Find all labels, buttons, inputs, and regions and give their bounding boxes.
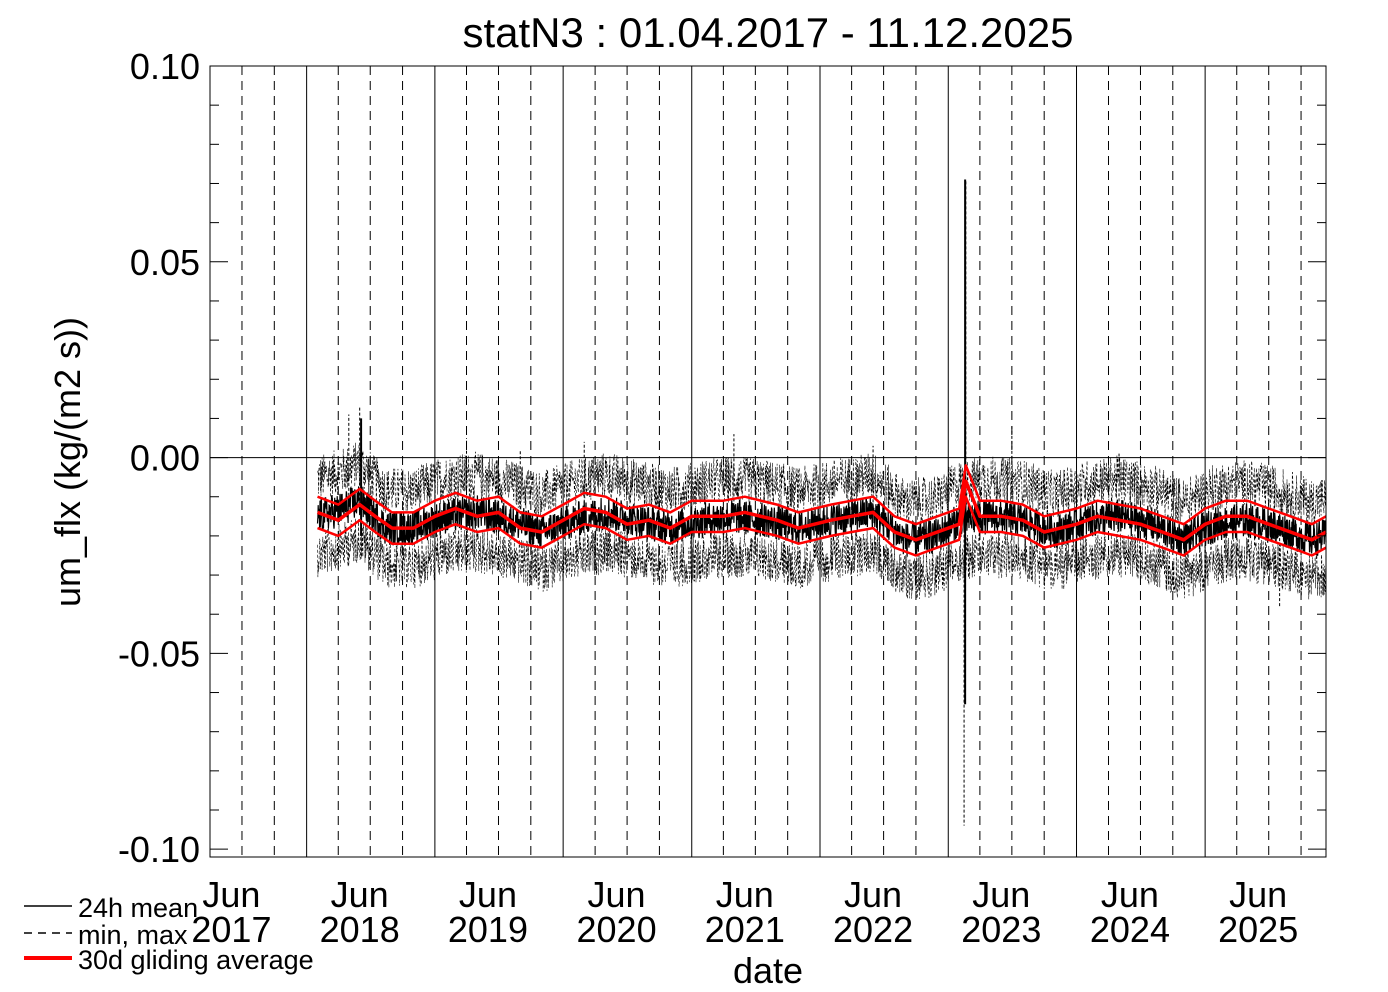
x-tick-year: 2018 — [320, 909, 400, 950]
x-tick-year: 2017 — [191, 909, 271, 950]
x-tick-month: Jun — [716, 874, 774, 915]
gliding-average-lower-line — [317, 495, 1327, 557]
legend-label: 24h mean — [78, 893, 198, 923]
x-tick-month: Jun — [459, 874, 517, 915]
x-tick-year: 2025 — [1218, 909, 1298, 950]
data-layer — [316, 179, 1327, 826]
x-tick-year: 2019 — [448, 909, 528, 950]
x-tick-month: Jun — [844, 874, 902, 915]
y-tick-label: -0.05 — [118, 633, 200, 674]
x-tick-year: 2023 — [961, 909, 1041, 950]
y-axis-label: um_flx (kg/(m2 s)) — [47, 317, 88, 607]
y-axis: 0.10 0.05 0.00 -0.05 -0.10 — [118, 46, 1326, 870]
gliding-average-line — [316, 479, 1327, 542]
min-series-line — [317, 518, 1327, 600]
chart-title: statN3 : 01.04.2017 - 11.12.2025 — [462, 9, 1073, 56]
legend-label: min, max — [78, 920, 188, 950]
y-tick-label: -0.10 — [118, 829, 200, 870]
x-tick-year: 2022 — [833, 909, 913, 950]
y-tick-label: 0.00 — [130, 438, 200, 479]
grid-lines — [209, 66, 1326, 857]
x-tick-month: Jun — [1101, 874, 1159, 915]
legend-label: 30d gliding average — [78, 945, 314, 975]
x-tick-year: 2020 — [577, 909, 657, 950]
y-tick-label: 0.05 — [130, 242, 200, 283]
x-tick-month: Jun — [588, 874, 646, 915]
x-axis-label: date — [733, 950, 803, 991]
x-tick-year: 2024 — [1090, 909, 1170, 950]
x-tick-month: Jun — [972, 874, 1030, 915]
x-tick-year: 2021 — [705, 909, 785, 950]
y-tick-label: 0.10 — [130, 46, 200, 87]
x-tick-month: Jun — [331, 874, 389, 915]
x-tick-month: Jun — [1229, 874, 1287, 915]
max-series-line — [317, 442, 1327, 526]
plot-frame — [209, 65, 1327, 858]
gliding-average-upper-line — [317, 464, 1327, 526]
x-tick-month: Jun — [202, 874, 260, 915]
x-axis: Jun2017Jun2018Jun2019Jun2020Jun2021Jun20… — [191, 874, 1298, 950]
